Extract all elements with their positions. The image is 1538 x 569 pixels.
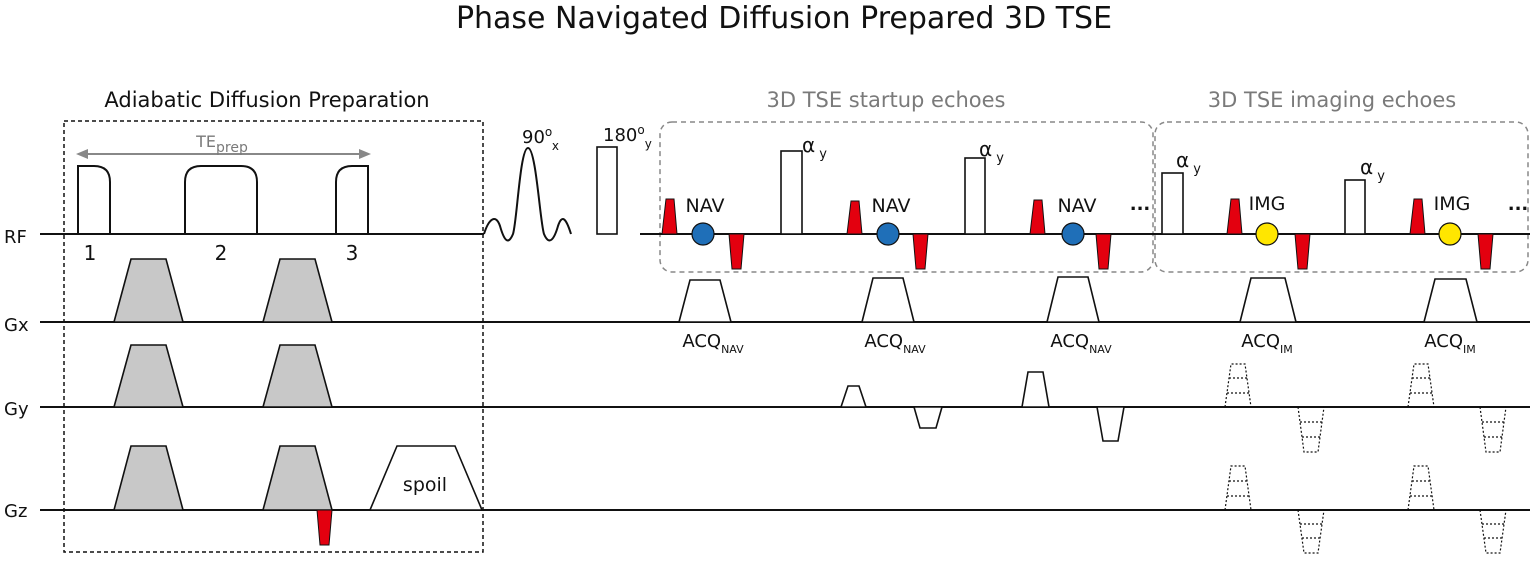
- acq-im-label-1: ACQIM: [1241, 331, 1292, 356]
- gz-phase-table-img-2: [1407, 465, 1435, 511]
- gy-rewinder-3: [1096, 406, 1125, 442]
- diffusion-gradient-gx-2: [261, 258, 334, 323]
- rf-alpha-pulse-1: [780, 150, 803, 235]
- nav-echo-marker-1: [691, 222, 715, 246]
- gx-readout-img-2: [1422, 278, 1479, 323]
- acq-nav-label-3: ACQNAV: [1050, 331, 1112, 356]
- spoil-gradient: [368, 445, 484, 511]
- adiabatic-pulse-2: [184, 165, 258, 234]
- rf-red-rephaser-2: [912, 233, 929, 270]
- img-label-2: IMG: [1434, 193, 1471, 215]
- rf-red-rephaser-img-1: [1294, 233, 1311, 270]
- rf-red-prephaser-img-1: [1226, 198, 1243, 235]
- axis-label-rf: RF: [4, 227, 27, 248]
- gz-rewinder-table-img-2: [1479, 509, 1507, 554]
- axis-label-gz: Gz: [4, 501, 27, 522]
- pulse-number-3: 3: [346, 241, 359, 265]
- nav-echo-marker-3: [1061, 222, 1085, 246]
- adiabatic-pulse-3: [335, 165, 369, 234]
- nav-label-1: NAV: [686, 195, 725, 217]
- gy-rewinder-2: [912, 406, 944, 429]
- img-echo-marker-1: [1255, 222, 1279, 246]
- acq-im-label-2: ACQIM: [1424, 331, 1475, 356]
- ellipsis-startup: ...: [1130, 194, 1151, 215]
- rf-alpha-pulse-4: [1344, 179, 1366, 235]
- rf-red-prephaser-3: [1029, 199, 1046, 235]
- diffusion-gradient-gz-1: [112, 445, 185, 511]
- rf-red-rephaser-3: [1095, 233, 1112, 270]
- gy-phase-table-img-1: [1224, 363, 1252, 408]
- rf-90x-sinc-pulse: [483, 146, 572, 242]
- diffusion-gradient-gy-1: [112, 344, 185, 408]
- rf-red-rephaser-img-2: [1477, 233, 1494, 270]
- gz-red-lobe-prep: [316, 509, 333, 546]
- gy-phase-encode-3: [1021, 371, 1050, 408]
- ellipsis-imaging: ...: [1508, 194, 1529, 215]
- gy-phase-encode-2: [839, 385, 868, 408]
- img-label-1: IMG: [1249, 193, 1286, 215]
- imaging-section-label: 3D TSE imaging echoes: [1208, 88, 1456, 112]
- axis-label-gx: Gx: [4, 315, 29, 336]
- gx-readout-img-1: [1238, 277, 1298, 323]
- startup-section-label: 3D TSE startup echoes: [766, 88, 1005, 112]
- gy-rewinder-table-img-1: [1297, 406, 1325, 453]
- rf-alpha-pulse-2: [964, 157, 986, 235]
- pulse-number-2: 2: [215, 241, 228, 265]
- nav-label-2: NAV: [872, 195, 911, 217]
- prep-box: [63, 120, 484, 553]
- axis-label-gy: Gy: [4, 399, 29, 420]
- acq-nav-label-2: ACQNAV: [864, 331, 926, 356]
- gz-phase-table-img-1: [1224, 465, 1252, 511]
- pulse-number-1: 1: [84, 241, 97, 265]
- rf-red-rephaser-1: [728, 233, 745, 270]
- imaging-box: [1154, 121, 1529, 273]
- rf-90x-label: 90ox: [522, 125, 559, 153]
- diagram-title: Phase Navigated Diffusion Prepared 3D TS…: [456, 1, 1112, 36]
- nav-echo-marker-2: [876, 222, 900, 246]
- rf-alpha-pulse-3: [1161, 172, 1184, 235]
- gy-phase-table-img-2: [1407, 363, 1435, 408]
- prep-section-label: Adiabatic Diffusion Preparation: [104, 88, 429, 112]
- te-prep-label: TEprep: [195, 132, 248, 156]
- rf-180y-label: 180oy: [603, 123, 652, 151]
- rf-180y-pulse: [596, 146, 618, 235]
- diffusion-gradient-gx-1: [112, 258, 185, 323]
- gy-rewinder-table-img-2: [1479, 406, 1507, 453]
- gz-rewinder-table-img-1: [1297, 509, 1325, 554]
- img-echo-marker-2: [1438, 222, 1462, 246]
- acq-nav-label-1: ACQNAV: [682, 331, 744, 356]
- rf-red-prephaser-2: [846, 200, 863, 235]
- te-prep-arrow: [76, 149, 371, 159]
- rf-red-prephaser-1: [661, 198, 678, 235]
- gx-readout-nav-1: [677, 279, 733, 323]
- startup-box: [659, 121, 1154, 273]
- rf-red-prephaser-img-2: [1409, 198, 1426, 235]
- diffusion-gradient-gy-2: [261, 344, 334, 408]
- gx-readout-nav-3: [1045, 276, 1101, 323]
- nav-label-3: NAV: [1058, 195, 1097, 217]
- spoil-label: spoil: [403, 474, 447, 496]
- diffusion-gradient-gz-2: [261, 445, 334, 511]
- adiabatic-pulse-1: [77, 165, 111, 234]
- gx-readout-nav-2: [860, 277, 916, 323]
